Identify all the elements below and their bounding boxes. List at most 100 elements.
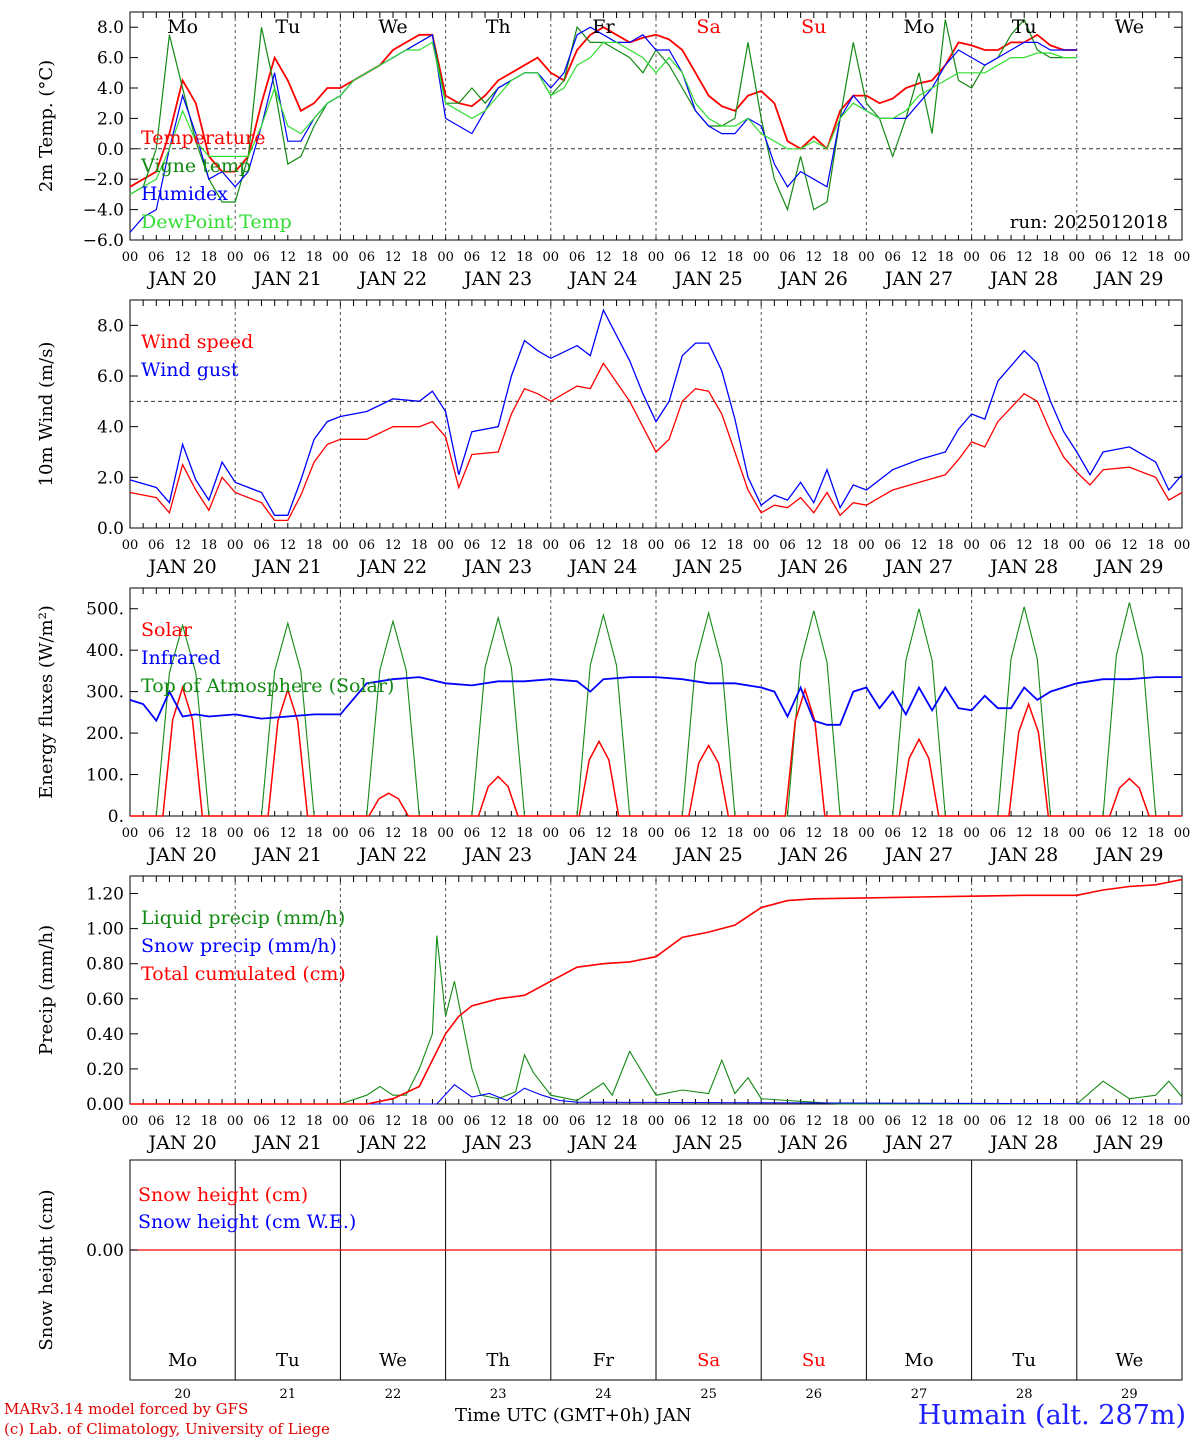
date-label: JAN 29: [1093, 1132, 1163, 1154]
series-line-red: [129, 26, 1077, 188]
hour-tick-label: 12: [490, 250, 507, 265]
hour-tick-label: 18: [411, 538, 428, 553]
day-number-label: 27: [911, 1387, 928, 1402]
series-line-green: [129, 18, 1077, 212]
y-tick-label: −2.0: [83, 170, 124, 190]
weekday-label: We: [379, 1350, 407, 1371]
hour-tick-label: 06: [464, 826, 481, 841]
hour-tick-label: 00: [963, 826, 980, 841]
date-label: JAN 23: [462, 556, 532, 578]
hour-tick-label: 18: [1042, 826, 1059, 841]
hour-tick-label: 06: [569, 1114, 586, 1129]
hour-tick-label: 18: [621, 538, 638, 553]
hour-tick-label: 12: [174, 826, 191, 841]
date-label: JAN 25: [673, 556, 743, 578]
weekday-label: We: [1116, 1350, 1144, 1371]
legend-entry-2: Vigne temp: [140, 155, 251, 177]
model-credit-line: MARv3.14 model forced by GFS: [4, 1400, 249, 1418]
date-label: JAN 27: [883, 1132, 953, 1154]
hour-tick-label: 06: [884, 1114, 901, 1129]
lab-credit-line: (c) Lab. of Climatology, University of L…: [4, 1420, 330, 1438]
hour-tick-label: 06: [674, 250, 691, 265]
hour-tick-label: 06: [464, 538, 481, 553]
date-label: JAN 27: [883, 268, 953, 290]
y-tick-label: −6.0: [83, 231, 124, 251]
hour-tick-label: 12: [1121, 538, 1138, 553]
hour-tick-label: 18: [411, 826, 428, 841]
date-label: JAN 23: [462, 268, 532, 290]
series-line-blue: [130, 1083, 1183, 1105]
hour-tick-label: 12: [911, 538, 928, 553]
weekday-label: Su: [802, 1350, 826, 1371]
y-tick-label: 1.00: [86, 920, 124, 940]
weekday-label: Tu: [1012, 1350, 1036, 1371]
date-label: JAN 23: [462, 1132, 532, 1154]
hour-tick-label: 12: [806, 538, 823, 553]
y-tick-label: 8.0: [97, 18, 124, 38]
hour-tick-label: 00: [332, 826, 349, 841]
y-tick-label: 500.: [86, 600, 124, 620]
hour-tick-label: 12: [700, 1114, 717, 1129]
date-label: JAN 24: [567, 844, 637, 866]
hour-tick-label: 12: [174, 538, 191, 553]
day-number-label: 28: [1016, 1387, 1033, 1402]
hour-tick-label: 00: [122, 1114, 139, 1129]
hour-tick-label: 18: [727, 538, 744, 553]
date-label: JAN 21: [252, 844, 322, 866]
panel-4: 0.00 0.20 0.40 0.60 0.80 1.00 1.20 Precip (mm/h…: [36, 875, 1190, 1154]
time-axis-title: Time UTC (GMT+0h) JAN: [455, 1405, 692, 1426]
hour-tick-label: 06: [569, 250, 586, 265]
hour-tick-label: 18: [516, 1114, 533, 1129]
hour-tick-label: 06: [990, 826, 1007, 841]
hour-tick-label: 18: [727, 250, 744, 265]
legend-entry-1: Temperature: [141, 127, 265, 149]
hour-tick-label: 18: [832, 250, 849, 265]
hour-tick-label: 06: [1095, 538, 1112, 553]
weekday-label: Mo: [904, 1350, 933, 1371]
hour-tick-label: 12: [280, 538, 297, 553]
hour-tick-label: 06: [1095, 826, 1112, 841]
hour-tick-label: 06: [990, 1114, 1007, 1129]
hour-tick-label: 00: [227, 538, 244, 553]
date-label: JAN 22: [357, 556, 427, 578]
hour-tick-label: 00: [543, 1114, 560, 1129]
hour-tick-label: 00: [648, 1114, 665, 1129]
hour-tick-label: 06: [253, 826, 270, 841]
hour-tick-label: 00: [1069, 250, 1086, 265]
hour-tick-label: 06: [253, 1114, 270, 1129]
hour-tick-label: 18: [306, 250, 323, 265]
date-label: JAN 29: [1093, 844, 1163, 866]
hour-tick-label: 12: [1016, 1114, 1033, 1129]
hour-tick-label: 18: [1147, 1114, 1164, 1129]
hour-tick-label: 12: [700, 250, 717, 265]
day-number-label: 22: [385, 1387, 402, 1402]
hour-tick-label: 00: [1174, 250, 1191, 265]
hour-tick-label: 12: [280, 250, 297, 265]
series-line-solar: [130, 684, 1182, 817]
hour-tick-label: 06: [148, 250, 165, 265]
hour-tick-label: 06: [779, 538, 796, 553]
weekday-label: Su: [801, 16, 826, 38]
station-name: Humain (alt. 287m): [917, 1400, 1186, 1431]
y-tick-label: 6.0: [97, 49, 124, 69]
hour-tick-label: 18: [727, 826, 744, 841]
hour-tick-label: 00: [437, 826, 454, 841]
hour-tick-label: 18: [621, 826, 638, 841]
weekday-label: Sa: [697, 1350, 720, 1371]
hour-tick-label: 00: [648, 250, 665, 265]
weekday-label: We: [378, 16, 407, 38]
y-tick-label: 0.40: [86, 1025, 124, 1045]
hour-tick-label: 00: [1174, 826, 1191, 841]
date-label: JAN 22: [357, 844, 427, 866]
y-tick-label: 1.20: [86, 885, 124, 905]
hour-tick-label: 06: [674, 538, 691, 553]
hour-tick-label: 06: [464, 250, 481, 265]
hour-tick-label: 00: [1069, 1114, 1086, 1129]
hour-tick-label: 18: [1147, 826, 1164, 841]
series-line-infrared: [129, 676, 1182, 726]
date-label: JAN 28: [988, 268, 1058, 290]
date-label: JAN 20: [147, 268, 217, 290]
date-label: JAN 26: [778, 1132, 848, 1154]
hour-tick-label: 18: [621, 250, 638, 265]
hour-tick-label: 18: [201, 1114, 218, 1129]
